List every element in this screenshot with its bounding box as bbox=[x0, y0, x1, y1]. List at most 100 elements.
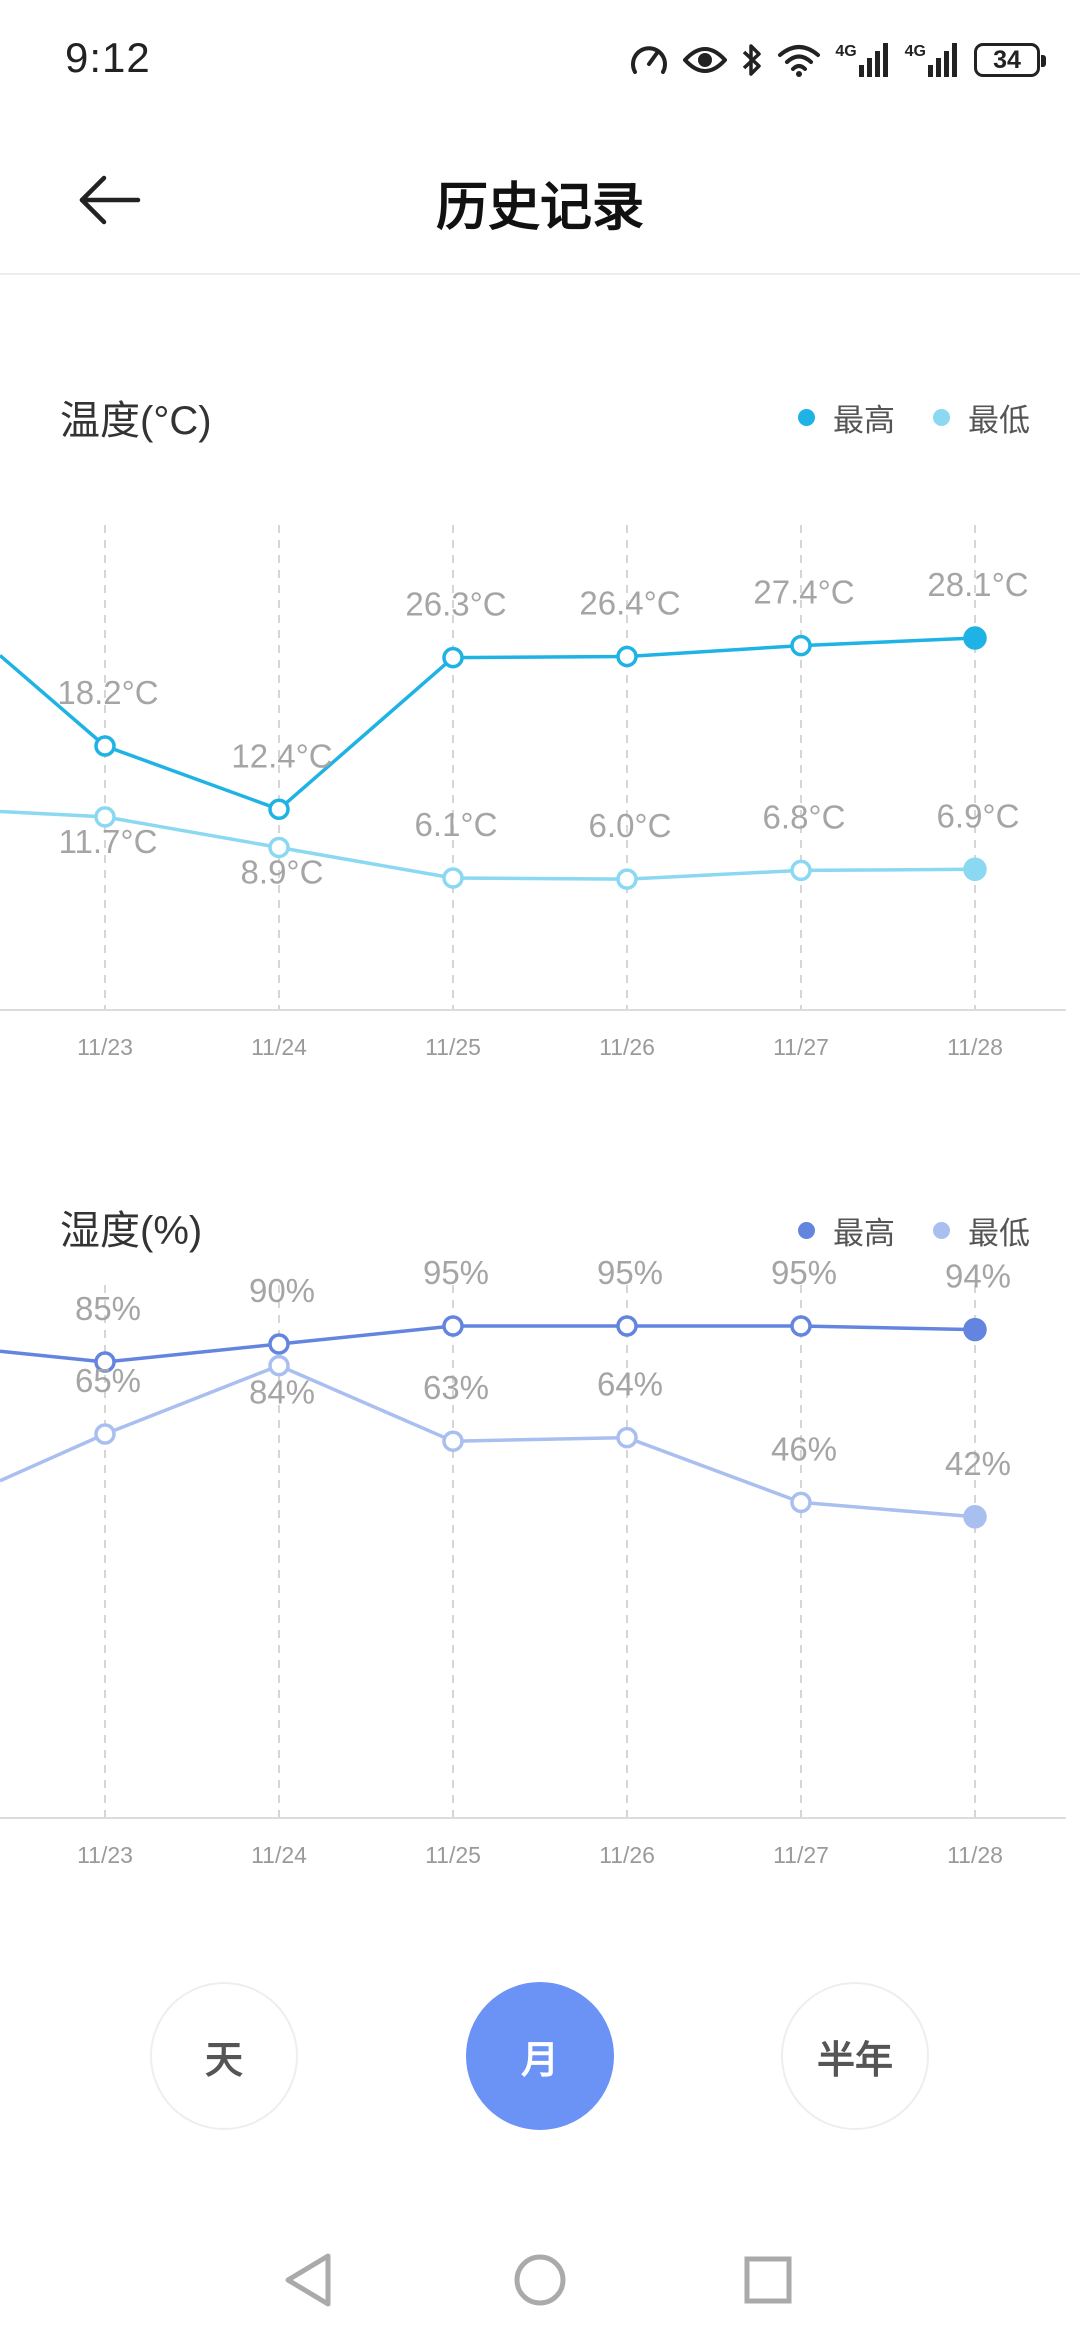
eye-icon bbox=[683, 44, 728, 76]
range-button-half-year[interactable]: 半年 bbox=[781, 1982, 929, 2130]
data-point bbox=[94, 735, 116, 757]
data-label: 6.0°C bbox=[589, 807, 672, 844]
system-nav-bar bbox=[0, 2220, 1080, 2340]
x-tick-label: 11/27 bbox=[773, 1034, 829, 1060]
data-label: 11.7°C bbox=[59, 823, 158, 860]
legend-dot-icon bbox=[933, 409, 950, 426]
data-label: 6.9°C bbox=[937, 797, 1020, 834]
data-point bbox=[94, 806, 116, 828]
data-label: 85% bbox=[75, 1290, 141, 1327]
data-label: 27.4°C bbox=[753, 574, 854, 611]
series-line bbox=[0, 636, 976, 812]
data-point bbox=[268, 798, 290, 821]
back-button[interactable] bbox=[70, 160, 150, 240]
range-button-month[interactable]: 月 bbox=[466, 1982, 614, 2130]
legend-dot-icon bbox=[933, 1222, 950, 1239]
legend-dot-icon bbox=[798, 1222, 815, 1239]
status-time: 9:12 bbox=[65, 34, 151, 81]
x-tick-label: 11/28 bbox=[947, 1034, 1003, 1060]
data-label: 63% bbox=[423, 1369, 489, 1406]
x-tick-label: 11/24 bbox=[251, 1842, 307, 1868]
nav-recents-icon bbox=[744, 2256, 792, 2304]
legend-item-high: 最高 bbox=[798, 1208, 895, 1253]
nav-back-icon bbox=[285, 2253, 331, 2307]
status-bar: 9:12 4G 4G 34 bbox=[0, 0, 1080, 120]
nav-home-icon bbox=[514, 2254, 566, 2306]
bluetooth-icon bbox=[741, 42, 763, 78]
x-tick-label: 11/25 bbox=[425, 1034, 481, 1060]
data-point bbox=[963, 626, 987, 650]
data-point bbox=[963, 857, 987, 882]
data-point bbox=[616, 1426, 638, 1449]
data-label: 95% bbox=[771, 1254, 837, 1291]
x-tick-label: 11/26 bbox=[599, 1034, 655, 1060]
data-label: 65% bbox=[75, 1362, 141, 1399]
data-point bbox=[442, 646, 464, 669]
humidity-chart-title: 湿度(%) bbox=[60, 1209, 203, 1253]
legend-label: 最高 bbox=[833, 403, 895, 438]
nav-home-button[interactable] bbox=[500, 2240, 580, 2320]
legend-item-high: 最高 bbox=[798, 395, 895, 440]
data-point bbox=[442, 1430, 464, 1452]
nav-back-button[interactable] bbox=[268, 2240, 348, 2320]
signal-icon: 4G bbox=[905, 43, 960, 77]
legend-dot-icon bbox=[798, 409, 815, 426]
nav-recents-button[interactable] bbox=[728, 2240, 808, 2320]
legend-label: 最低 bbox=[968, 403, 1030, 438]
data-point bbox=[790, 859, 812, 882]
data-point bbox=[94, 1351, 116, 1373]
data-label: 6.8°C bbox=[763, 798, 846, 835]
x-tick-label: 11/28 bbox=[947, 1842, 1003, 1868]
data-label: 95% bbox=[423, 1254, 489, 1291]
network-type-label: 4G bbox=[835, 43, 857, 60]
humidity-chart: 11/23 11/24 11/25 11/26 11/27 11/28 85% 90% 95% 9… bbox=[0, 1254, 1066, 1868]
data-point bbox=[268, 1333, 290, 1355]
x-tick-label: 11/23 bbox=[77, 1842, 133, 1868]
data-label: 18.2°C bbox=[57, 674, 158, 711]
x-tick-label: 11/25 bbox=[425, 1842, 481, 1868]
page-title: 历史记录 bbox=[435, 179, 644, 237]
data-label: 90% bbox=[249, 1272, 315, 1309]
data-point bbox=[616, 1315, 638, 1337]
data-label: 26.3°C bbox=[405, 586, 506, 623]
x-tick-label: 11/26 bbox=[599, 1842, 655, 1868]
app-bar: 历史记录 bbox=[0, 120, 1080, 275]
data-point bbox=[268, 1354, 290, 1377]
series-line bbox=[0, 1324, 976, 1364]
data-label: 42% bbox=[945, 1445, 1011, 1482]
data-label: 28.1°C bbox=[927, 566, 1028, 603]
battery-icon: 34 bbox=[974, 43, 1046, 77]
data-point bbox=[442, 1315, 464, 1337]
data-point bbox=[790, 1315, 812, 1337]
wifi-icon bbox=[777, 43, 821, 77]
speed-icon bbox=[629, 42, 669, 78]
data-label: 8.9°C bbox=[241, 853, 324, 890]
arrow-left-icon bbox=[79, 175, 141, 225]
x-tick-label: 11/24 bbox=[251, 1034, 307, 1060]
data-point bbox=[963, 1505, 987, 1529]
data-point bbox=[616, 868, 638, 890]
legend-item-low: 最低 bbox=[933, 1208, 1030, 1253]
data-label: 26.4°C bbox=[579, 585, 680, 622]
data-label: 94% bbox=[945, 1258, 1011, 1295]
data-point bbox=[790, 634, 812, 657]
range-button-day[interactable]: 天 bbox=[150, 1982, 298, 2130]
data-point bbox=[963, 1317, 987, 1342]
status-icons: 4G 4G 34 bbox=[629, 36, 1046, 84]
data-point bbox=[442, 867, 464, 889]
temperature-chart-title: 温度(°C) bbox=[60, 399, 212, 443]
data-label: 64% bbox=[597, 1366, 663, 1403]
data-point bbox=[616, 645, 638, 668]
legend-label: 最高 bbox=[833, 1216, 895, 1251]
legend-item-low: 最低 bbox=[933, 395, 1030, 440]
data-label: 6.1°C bbox=[415, 806, 498, 843]
data-point bbox=[94, 1423, 116, 1445]
data-point bbox=[790, 1491, 812, 1514]
x-tick-label: 11/27 bbox=[773, 1842, 829, 1868]
range-selector: 天 月 半年 bbox=[0, 1982, 1080, 2132]
legend-label: 最低 bbox=[968, 1216, 1030, 1251]
temperature-legend: 最高 最低 bbox=[798, 395, 1030, 440]
temperature-chart: 11/23 11/24 11/25 11/26 11/27 11/28 18.2°C 12.4… bbox=[0, 525, 1066, 1060]
data-label: 12.4°C bbox=[231, 737, 332, 774]
data-label: 84% bbox=[249, 1374, 315, 1411]
